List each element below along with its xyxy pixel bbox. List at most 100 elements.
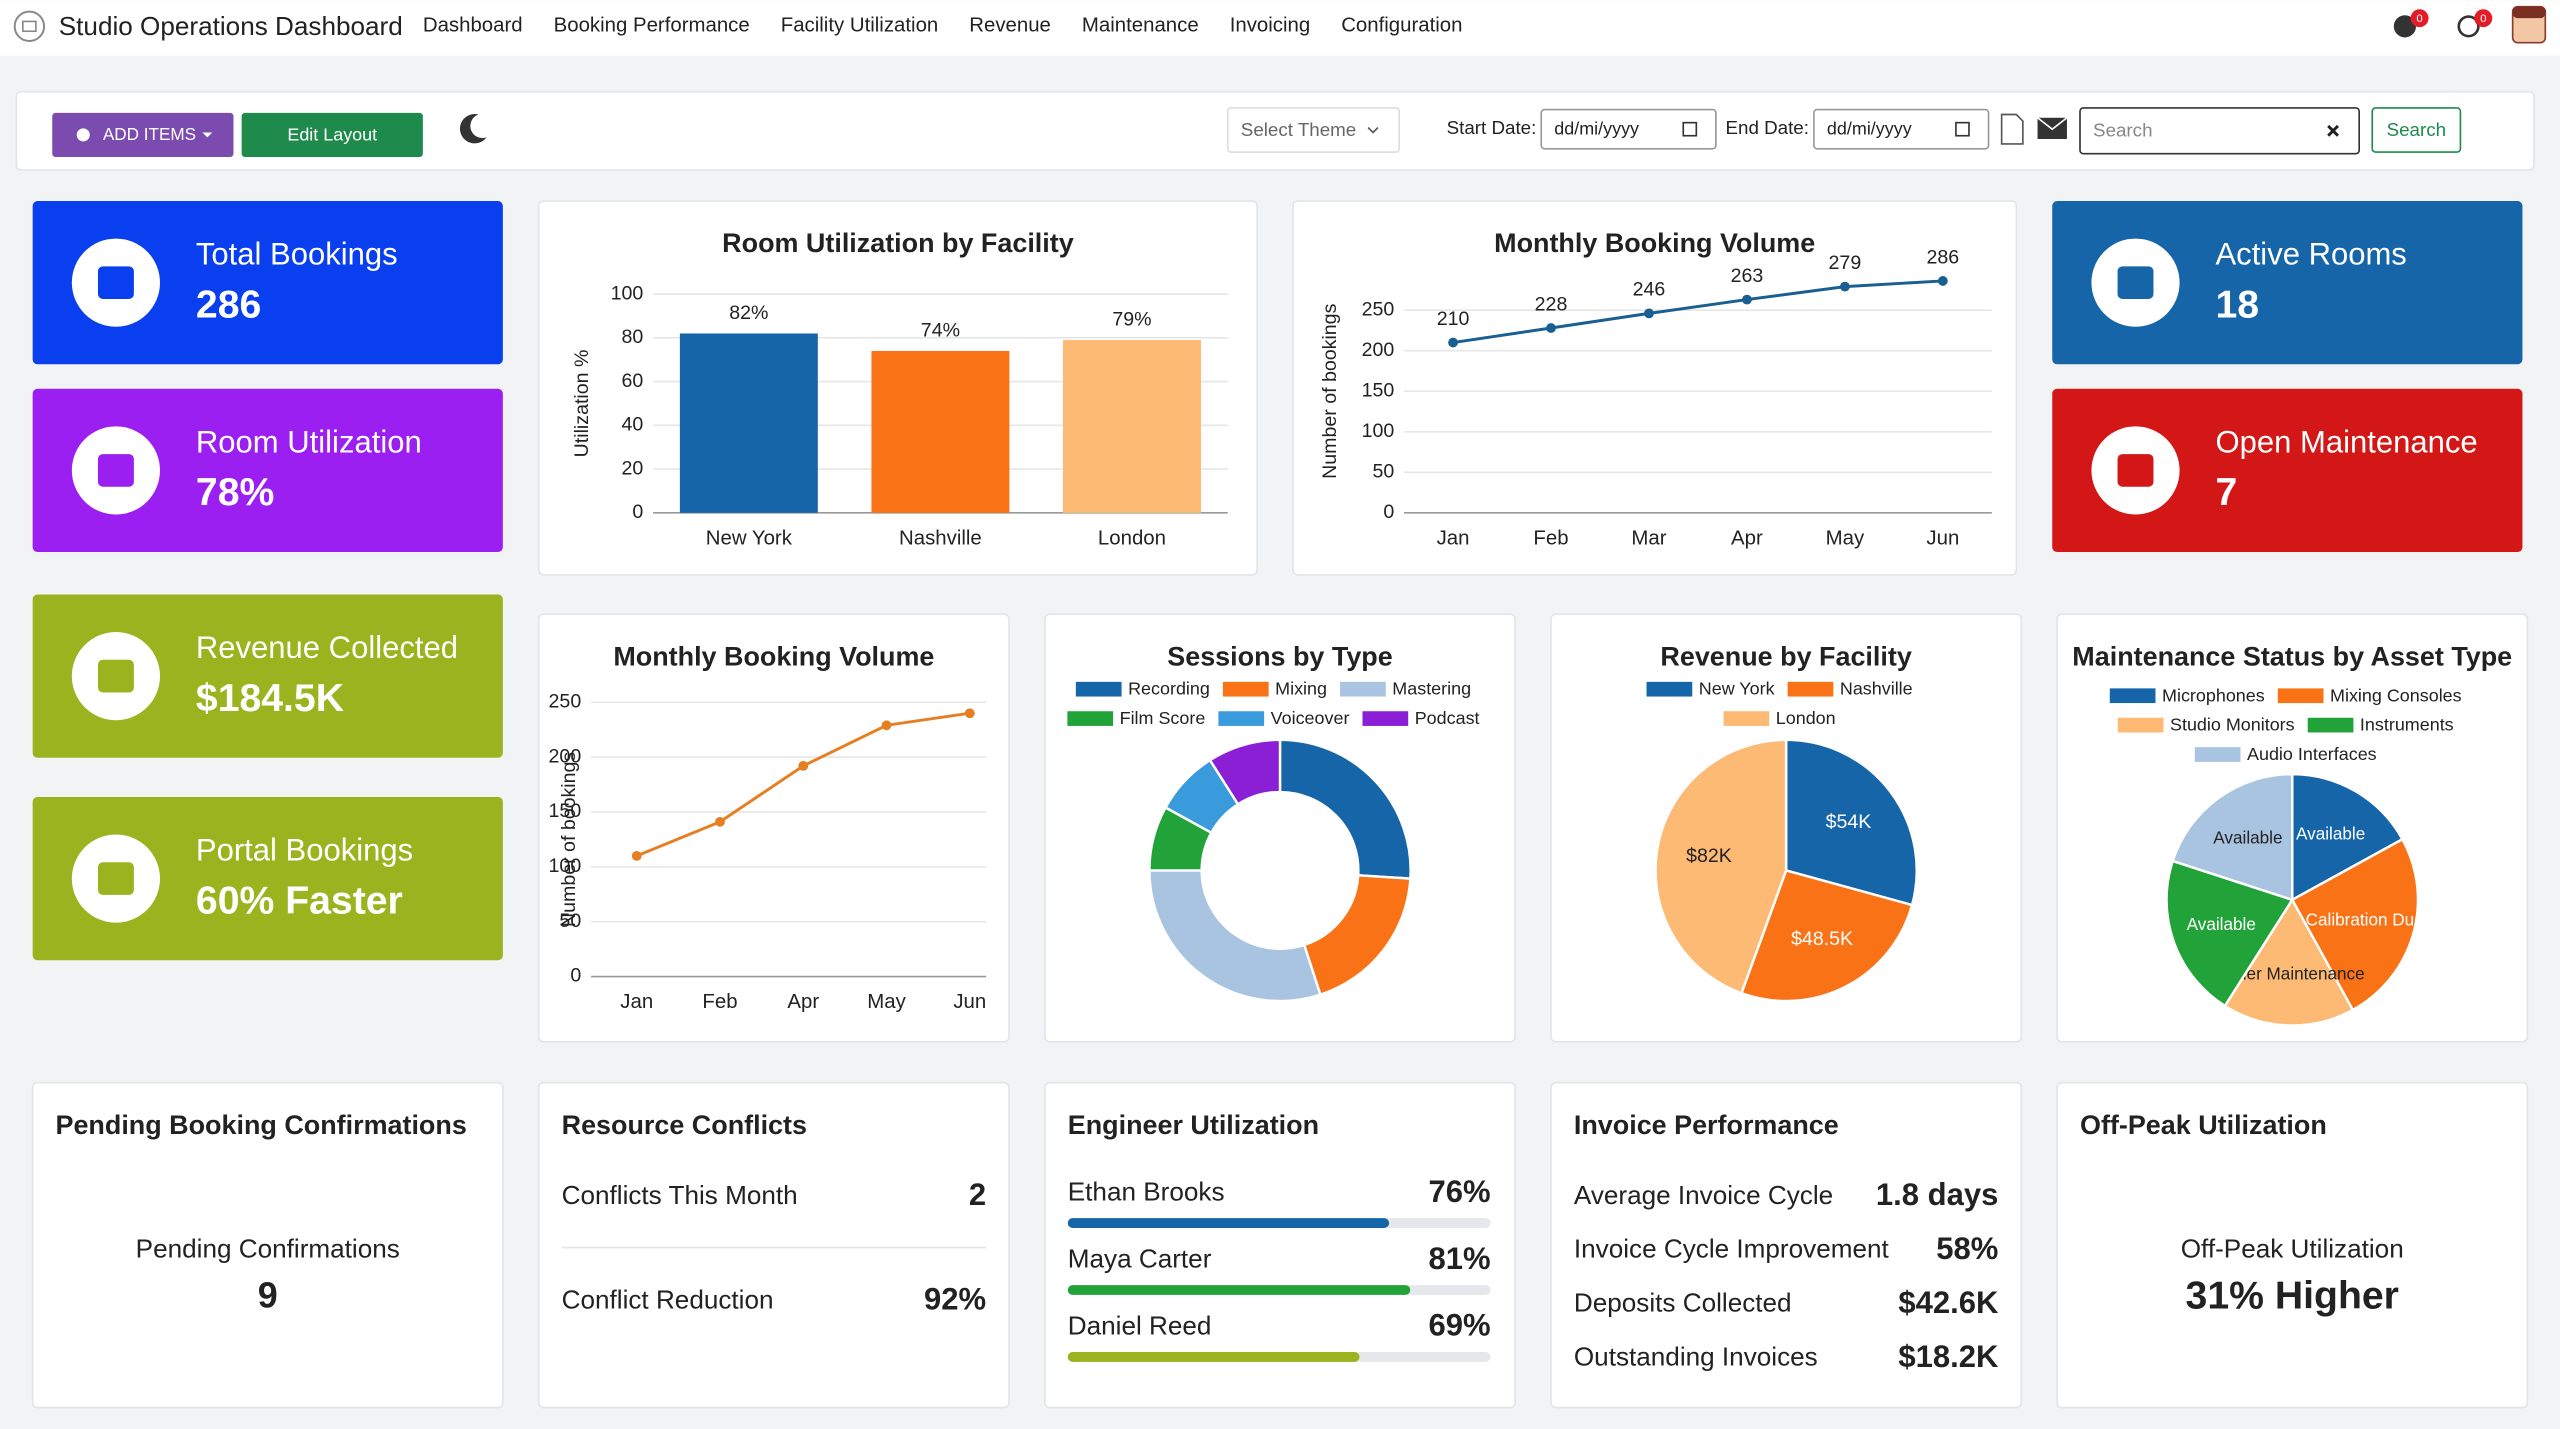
slice <box>2291 772 2405 902</box>
kpi-value: 60% Faster <box>196 879 403 922</box>
kpi-label: Portal Bookings <box>196 833 413 868</box>
nav-icon[interactable] <box>2457 15 2480 38</box>
slice-label: Available <box>2213 827 2282 847</box>
badge-count: 0 <box>2416 13 2422 25</box>
y-tick-label: 60 <box>621 370 643 392</box>
kpi-value: 286 <box>196 283 261 326</box>
nav-item[interactable]: Configuration <box>1341 15 1462 37</box>
mail-flap <box>2037 117 2068 131</box>
theme-select[interactable] <box>1226 107 1400 153</box>
card <box>1550 1081 2023 1409</box>
legend-label: Voiceover <box>1271 708 1350 728</box>
row-value: $18.2K <box>1898 1339 1999 1374</box>
legend-swatch <box>1067 711 1114 726</box>
y-tick-label: 100 <box>549 855 582 877</box>
metric-label: Off-Peak Utilization <box>2181 1234 2404 1264</box>
slice-label: $48.5K <box>1791 928 1853 950</box>
nav-item[interactable]: Invoicing <box>1230 15 1310 37</box>
card <box>537 1081 1010 1409</box>
theme-select-label: Select Theme <box>1241 119 1356 140</box>
point <box>798 760 809 771</box>
theme-toggle[interactable] <box>459 114 487 144</box>
point-value-label: 210 <box>1437 308 1470 330</box>
badge <box>2410 9 2429 28</box>
kpi-value: 78% <box>196 471 274 514</box>
row-label: Average Invoice Cycle <box>1574 1180 1833 1210</box>
kpi-value: 18 <box>2216 283 2260 326</box>
legend-swatch <box>2194 747 2241 762</box>
row-value: $42.6K <box>1898 1285 1999 1320</box>
legend-label: Microphones <box>2162 685 2265 705</box>
legend-swatch <box>2117 717 2164 733</box>
slice-label: Available <box>2187 914 2256 934</box>
chart-card <box>1292 200 2018 576</box>
pdf-icon[interactable] <box>2000 113 2024 145</box>
slice-label: $54K <box>1826 811 1872 833</box>
legend-label: Film Score <box>1120 708 1206 728</box>
card <box>31 1081 504 1409</box>
legend-swatch <box>1218 711 1265 726</box>
chart-title: Monthly Booking Volume <box>613 641 934 671</box>
legend-label: Nashville <box>1840 679 1913 699</box>
legend-label: Podcast <box>1415 708 1480 728</box>
search-input[interactable] <box>2079 107 2360 155</box>
card <box>2056 1081 2529 1409</box>
nav-item[interactable]: Revenue <box>969 15 1051 37</box>
kpi-card <box>32 388 503 553</box>
line <box>1452 279 1943 345</box>
point <box>1937 276 1948 286</box>
progress-bar <box>1067 1218 1390 1228</box>
kpi-label: Revenue Collected <box>196 630 458 665</box>
legend-label: Mastering <box>1392 679 1471 699</box>
kpi-value: 7 <box>2216 471 2238 514</box>
nav-item[interactable]: Maintenance <box>1082 15 1199 37</box>
bar-value-label: 74% <box>921 320 960 342</box>
kpi-card <box>2052 201 2523 365</box>
point-value-label: 246 <box>1633 279 1666 301</box>
start-date-input[interactable] <box>1540 108 1717 150</box>
search-button[interactable] <box>2371 107 2462 153</box>
nav-item[interactable]: Dashboard <box>423 15 523 37</box>
select-caret <box>1367 126 1379 134</box>
nav-item[interactable]: Booking Performance <box>554 15 750 37</box>
legend-swatch <box>1723 711 1770 726</box>
slice-label: $82K <box>1686 845 1732 867</box>
x-tick-label: Feb <box>1533 527 1568 549</box>
card-title: Pending Booking Confirmations <box>56 1110 467 1140</box>
y-tick-label: 150 <box>1362 379 1395 401</box>
legend-label: Instruments <box>2360 715 2454 735</box>
add-items-button[interactable] <box>52 112 234 157</box>
chart-title: Maintenance Status by Asset Type <box>2072 641 2512 671</box>
point <box>1546 323 1556 333</box>
legend-swatch <box>1787 681 1834 697</box>
row-value: 2 <box>969 1177 986 1212</box>
date-placeholder: dd/mi/yyyy <box>1827 119 1912 139</box>
y-tick-label: 0 <box>632 501 643 523</box>
legend-swatch <box>1362 711 1409 726</box>
bar <box>679 333 818 513</box>
legend-swatch <box>1222 681 1269 697</box>
kpi-icon <box>2117 454 2154 487</box>
row-label: Deposits Collected <box>1574 1288 1792 1318</box>
row-label: Conflict Reduction <box>562 1284 774 1314</box>
y-tick-label: 20 <box>621 457 643 479</box>
row-label: Conflicts This Month <box>562 1180 798 1210</box>
kpi-icon <box>97 266 134 299</box>
point <box>1742 294 1752 305</box>
x-tick-label: Jan <box>1437 527 1470 549</box>
row-label: Outstanding Invoices <box>1574 1341 1818 1371</box>
slice <box>2223 897 2355 1027</box>
nav-item[interactable]: Facility Utilization <box>781 15 939 37</box>
y-tick-label: 0 <box>1383 501 1394 523</box>
date-placeholder: dd/mi/yyyy <box>1554 119 1639 139</box>
legend-swatch <box>2277 688 2324 704</box>
nav-icon[interactable] <box>2393 15 2417 38</box>
end-date-input[interactable] <box>1813 108 1990 150</box>
y-axis-label: Number of bookings <box>1319 303 1341 478</box>
engineer-value: 69% <box>1429 1308 1491 1343</box>
kpi-card <box>32 796 503 961</box>
chart-title: Monthly Booking Volume <box>1494 228 1815 258</box>
calendar-icon <box>1682 121 1698 137</box>
edit-layout-button[interactable] <box>241 112 423 157</box>
